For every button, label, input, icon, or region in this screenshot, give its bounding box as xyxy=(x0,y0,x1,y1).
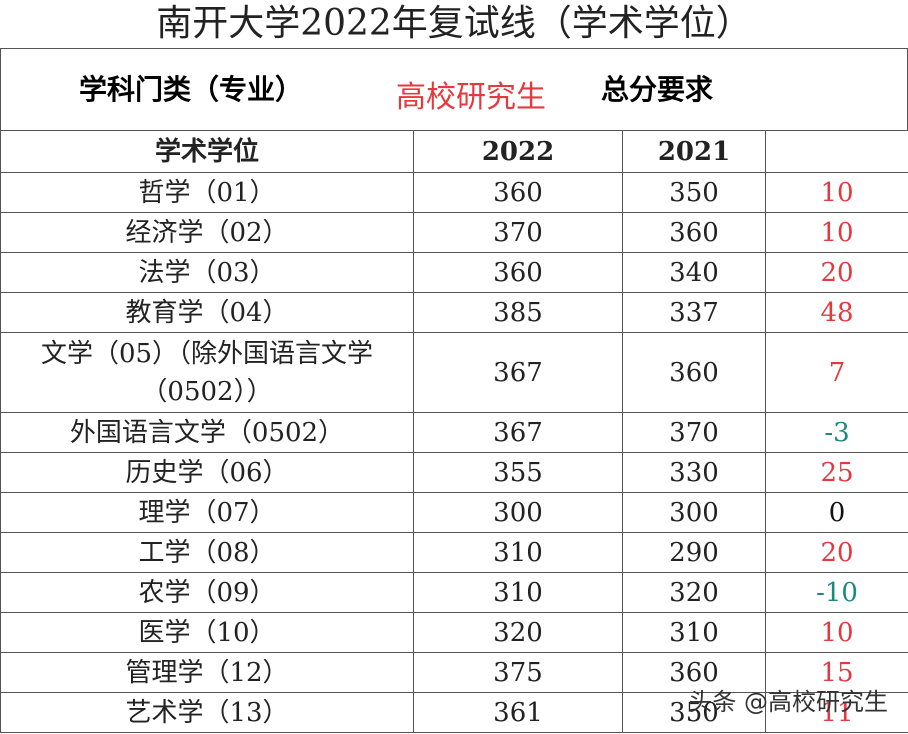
table-row: 外国语言文学（0502） 367 370 -3 xyxy=(0,412,908,453)
table-row: 法学（03） 360 340 20 xyxy=(0,252,908,293)
score-cell: 350 xyxy=(622,172,766,213)
footer-watermark: 头条 @高校研究生 xyxy=(688,688,888,716)
difference-cell: 10 xyxy=(765,172,908,213)
subject-cell: 教育学（04） xyxy=(0,292,414,333)
score-cell: 320 xyxy=(622,572,766,613)
score-cell: 360 xyxy=(622,332,766,413)
requirement-header: 总分要求 xyxy=(601,73,714,106)
score-cell: 300 xyxy=(413,492,623,533)
difference-cell: 25 xyxy=(765,452,908,493)
table-row: 教育学（04） 385 337 48 xyxy=(0,292,908,333)
subject-cell: 经济学（02） xyxy=(0,212,414,253)
difference-cell: -10 xyxy=(765,572,908,613)
subject-cell: 工学（08） xyxy=(0,532,414,573)
column-header xyxy=(765,130,908,173)
score-cell: 360 xyxy=(622,652,766,693)
difference-cell: 20 xyxy=(765,532,908,573)
difference-cell: 0 xyxy=(765,492,908,533)
table-row: 经济学（02） 370 360 10 xyxy=(0,212,908,253)
score-cell: 340 xyxy=(622,252,766,293)
score-cell: 367 xyxy=(413,412,623,453)
table-row: 工学（08） 310 290 20 xyxy=(0,532,908,573)
difference-cell: 15 xyxy=(765,652,908,693)
score-table: 学术学位 2022 2021 哲学（01） 360 350 10 经济学（02） 370 360 1… xyxy=(0,130,908,733)
subject-cell: 农学（09） xyxy=(0,572,414,613)
score-cell: 310 xyxy=(622,612,766,653)
subject-cell: 哲学（01） xyxy=(0,172,414,213)
table-row: 历史学（06） 355 330 25 xyxy=(0,452,908,493)
subject-cell: 管理学（12） xyxy=(0,652,414,693)
score-cell: 367 xyxy=(413,332,623,413)
subject-cell: 文学（05）（除外国语言文学（0502）） xyxy=(0,332,414,413)
score-cell: 360 xyxy=(413,252,623,293)
score-cell: 330 xyxy=(622,452,766,493)
score-cell: 370 xyxy=(413,212,623,253)
difference-cell: 48 xyxy=(765,292,908,333)
subject-cell: 医学（10） xyxy=(0,612,414,653)
score-cell: 370 xyxy=(622,412,766,453)
difference-cell: 20 xyxy=(765,252,908,293)
difference-cell: 7 xyxy=(765,332,908,413)
score-cell: 300 xyxy=(622,492,766,533)
table-row: 文学（05）（除外国语言文学（0502）） 367 360 7 xyxy=(0,332,908,413)
subject-cell: 理学（07） xyxy=(0,492,414,533)
score-cell: 350 xyxy=(622,692,766,733)
header-row: 学科门类（专业） 高校研究生 总分要求 xyxy=(0,48,908,131)
score-cell: 290 xyxy=(622,532,766,573)
table-row: 哲学（01） 360 350 10 xyxy=(0,172,908,213)
difference-cell: 10 xyxy=(765,212,908,253)
subject-cell: 法学（03） xyxy=(0,252,414,293)
title: 南开大学2022年复试线（学术学位） xyxy=(156,3,752,44)
difference-cell: 11 xyxy=(765,692,908,733)
score-cell: 375 xyxy=(413,652,623,693)
table-row: 理学（07） 300 300 0 xyxy=(0,492,908,533)
score-cell: 360 xyxy=(622,212,766,253)
difference-cell: -3 xyxy=(765,412,908,453)
score-cell: 360 xyxy=(413,172,623,213)
column-header: 2021 xyxy=(622,130,766,173)
subject-cell: 历史学（06） xyxy=(0,452,414,493)
score-cell: 310 xyxy=(413,572,623,613)
score-cell: 310 xyxy=(413,532,623,573)
table-row: 艺术学（13） 361 350 11 xyxy=(0,692,908,733)
table-row: 医学（10） 320 310 10 xyxy=(0,612,908,653)
table-body: 学术学位 2022 2021 哲学（01） 360 350 10 经济学（02） 370 360 1… xyxy=(0,130,908,733)
column-header: 2022 xyxy=(413,130,623,173)
subject-cell: 艺术学（13） xyxy=(0,692,414,733)
difference-cell: 10 xyxy=(765,612,908,653)
score-cell: 355 xyxy=(413,452,623,493)
subject-cell: 外国语言文学（0502） xyxy=(0,412,414,453)
column-header-row: 学术学位 2022 2021 xyxy=(0,130,908,173)
score-cell: 320 xyxy=(413,612,623,653)
watermark: 高校研究生 xyxy=(396,80,546,115)
score-cell: 385 xyxy=(413,292,623,333)
column-header: 学术学位 xyxy=(0,130,414,173)
score-cell: 361 xyxy=(413,692,623,733)
category-header: 学科门类（专业） xyxy=(79,73,304,106)
table-row: 农学（09） 310 320 -10 xyxy=(0,572,908,613)
score-cell: 337 xyxy=(622,292,766,333)
